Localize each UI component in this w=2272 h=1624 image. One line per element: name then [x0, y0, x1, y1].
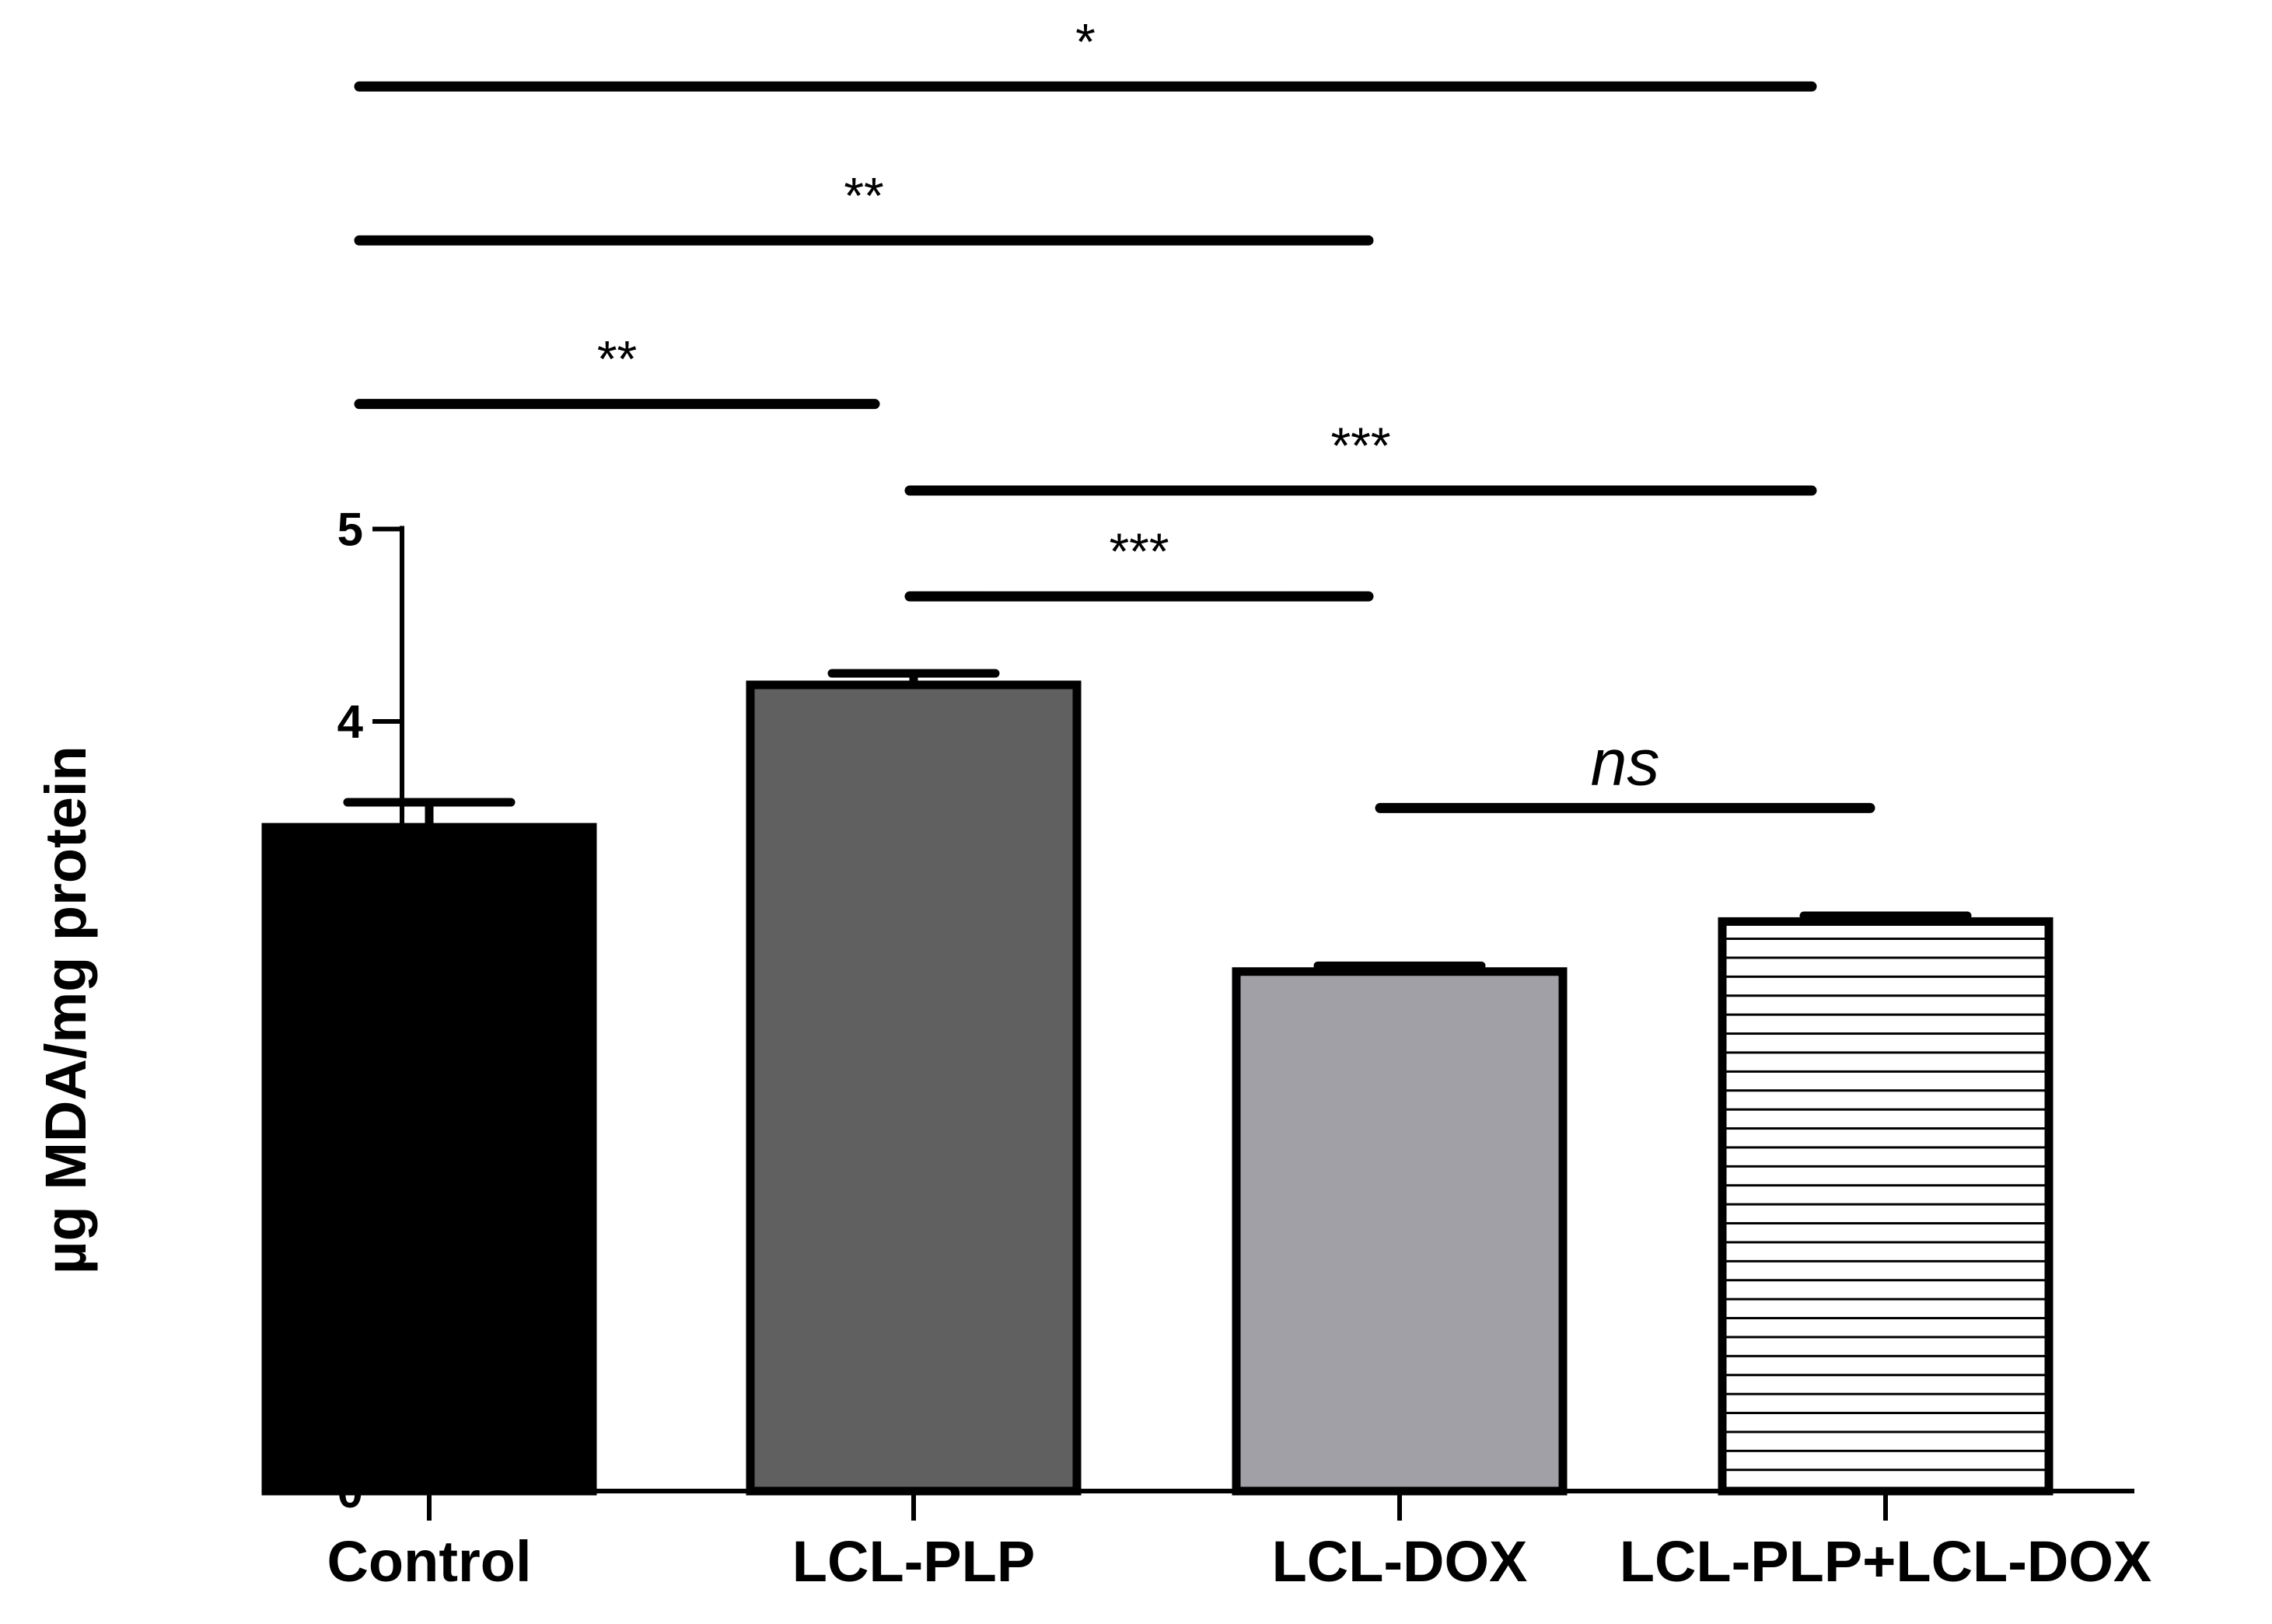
- significance-label: ns: [1591, 725, 1660, 798]
- significance-label: ***: [1330, 417, 1390, 474]
- significance-label: *: [1075, 12, 1096, 70]
- x-tick-label: LCL-PLP+LCL-DOX: [1620, 1529, 2151, 1594]
- bar-lcl-plp: [746, 680, 1082, 1496]
- y-axis-title: µg MDA/mg protein: [33, 746, 98, 1274]
- y-tick-label: 5: [337, 504, 363, 556]
- significance-label: **: [844, 166, 883, 224]
- y-tick-label: 1: [337, 1273, 363, 1325]
- y-tick-label: 0: [337, 1465, 363, 1517]
- significance-label: **: [597, 330, 637, 388]
- x-tick-label: LCL-DOX: [1272, 1529, 1528, 1594]
- bar-control: [261, 822, 597, 1496]
- x-tick-label: Control: [327, 1529, 531, 1594]
- x-tick-label: LCL-PLP: [792, 1529, 1035, 1594]
- bar-lcl-dox: [1232, 967, 1568, 1496]
- bar-lcl-plp-lcl-dox: [1718, 917, 2054, 1496]
- y-tick-label: 2: [337, 1081, 363, 1133]
- y-tick-label: 3: [337, 889, 363, 941]
- y-tick-label: 4: [337, 696, 364, 748]
- significance-label: ***: [1109, 522, 1169, 580]
